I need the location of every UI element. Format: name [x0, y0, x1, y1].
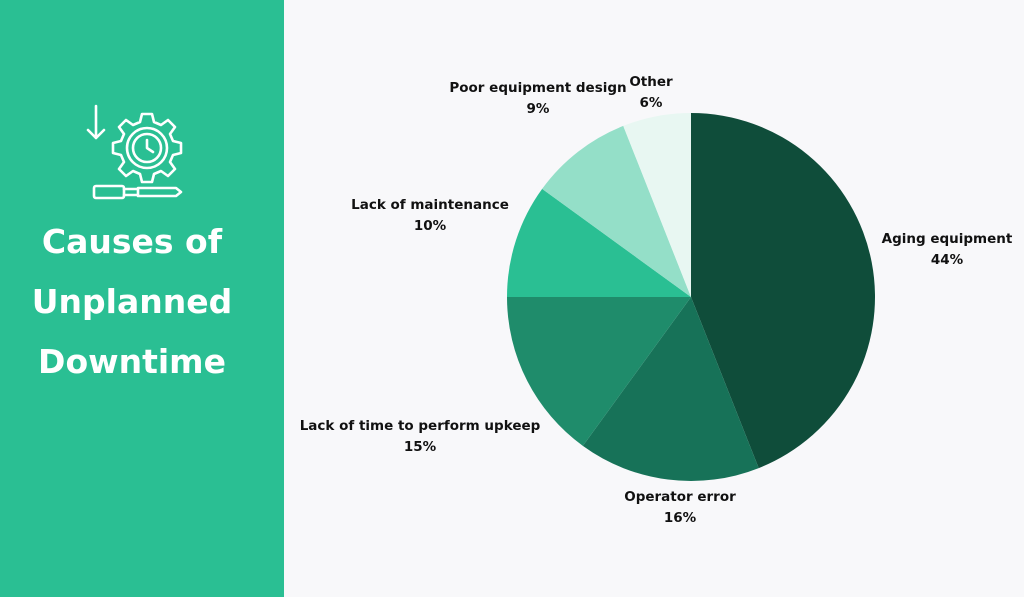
title-line-2: Unplanned [31, 282, 233, 321]
slice-value-aging-equipment: 44% [931, 252, 964, 268]
pie-chart: Aging equipment 44% Operator error 16% Lack … [300, 74, 1013, 526]
title-line-3: Downtime [38, 342, 226, 381]
pie-slice-aging-equipment [691, 113, 876, 469]
pie-slice-lack-of-time-to-perform-upkeep [507, 297, 691, 446]
gear-clock-screwdriver-icon [86, 104, 183, 200]
slice-label-operator-error: Operator error [624, 489, 736, 505]
title-line-1: Causes of [41, 222, 223, 261]
slice-label-lack-of-time-to-perform-upkeep: Lack of time to perform upkeep [300, 418, 541, 434]
slice-label-aging-equipment: Aging equipment [882, 231, 1013, 247]
page-title: Causes of Unplanned Downtime [0, 212, 264, 392]
slice-value-lack-of-time-to-perform-upkeep: 15% [404, 439, 437, 455]
slice-label-poor-equipment-design: Poor equipment design [449, 80, 626, 96]
pie-slice-operator-error [582, 297, 759, 482]
slice-value-poor-equipment-design: 9% [527, 101, 550, 117]
slice-value-other: 6% [640, 95, 663, 111]
pie-slice-poor-equipment-design [542, 125, 691, 297]
slice-value-lack-of-maintenance: 10% [414, 218, 447, 234]
sidebar-panel: Causes of Unplanned Downtime [0, 0, 284, 597]
pie-slice-lack-of-maintenance [507, 188, 691, 297]
slice-value-operator-error: 16% [664, 510, 697, 526]
slice-label-lack-of-maintenance: Lack of maintenance [351, 197, 509, 213]
pie-slice-other [623, 113, 691, 297]
slice-label-other: Other [629, 74, 673, 90]
